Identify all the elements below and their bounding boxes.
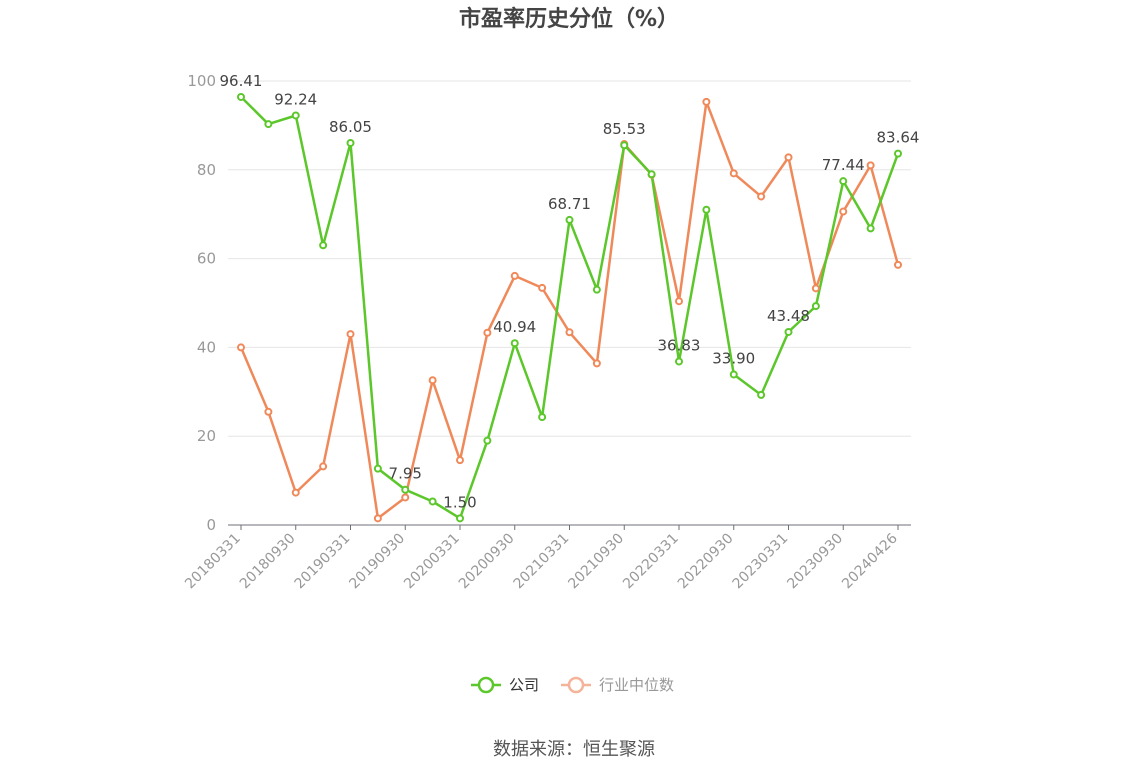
data-point (237, 92, 245, 101)
data-label: 1.50 (443, 493, 476, 511)
circle-line-icon (567, 676, 585, 694)
legend-item[interactable]: 公司 (471, 676, 539, 694)
legend-item[interactable]: 行业中位数 (561, 676, 674, 694)
x-tick-label: 20240426 (839, 530, 901, 592)
data-point (729, 370, 738, 379)
data-point (456, 514, 464, 523)
data-label: 92.24 (274, 90, 317, 108)
data-point (894, 260, 902, 269)
data-point (510, 271, 519, 280)
y-axis: 0 20 40 60 80 100 (187, 72, 216, 534)
data-point (291, 111, 300, 120)
data-point (675, 357, 683, 366)
x-tick-label: 20210331 (511, 531, 573, 593)
data-point (538, 413, 547, 422)
data-point (456, 456, 464, 465)
data-point (264, 120, 273, 129)
chart-title: 市盈率历史分位（%） (459, 6, 679, 32)
data-point (866, 161, 875, 170)
x-tick-label: 20180331 (182, 531, 244, 593)
data-point (428, 497, 437, 506)
data-label: 43.48 (767, 307, 810, 325)
data-point (483, 436, 492, 445)
data-point (592, 359, 601, 368)
data-point (592, 285, 601, 294)
legend[interactable]: 公司 行业中位数 (471, 676, 674, 694)
x-tick-label: 20190331 (292, 531, 354, 593)
x-tick-label: 20220930 (675, 531, 737, 593)
data-label: 77.44 (822, 156, 865, 174)
data-label: 85.53 (603, 120, 646, 138)
legend-label: 公司 (509, 676, 539, 694)
data-point (620, 141, 629, 150)
data-point (483, 328, 492, 337)
data-point (839, 207, 848, 216)
data-point (401, 493, 410, 502)
data-point (729, 169, 738, 178)
data-point (811, 284, 820, 293)
circle-line-icon (477, 676, 495, 694)
data-point (894, 149, 902, 158)
data-point (757, 192, 766, 201)
x-tick-label: 20200930 (456, 531, 518, 593)
data-label: 7.95 (389, 465, 422, 483)
data-label: 33.90 (712, 349, 755, 367)
data-point (784, 153, 793, 162)
data-point (346, 330, 355, 339)
x-tick-label: 20190930 (346, 531, 408, 593)
legend-label: 行业中位数 (599, 676, 674, 694)
data-label: 36.83 (658, 336, 701, 354)
data-point (702, 97, 711, 106)
data-point (401, 485, 410, 494)
data-labels: 96.41 92.24 86.05 7.95 1.50 40.94 68.71 85.53 36… (220, 72, 920, 511)
x-tick-label: 20210930 (565, 531, 627, 593)
data-point (319, 241, 328, 250)
y-gridlines (228, 80, 911, 437)
data-point (757, 390, 766, 399)
data-label: 83.64 (877, 129, 920, 147)
data-point (291, 488, 300, 497)
data-point (373, 514, 382, 523)
data-point (264, 407, 273, 416)
data-point (428, 376, 437, 385)
data-point (346, 138, 355, 147)
x-tick-label: 20220331 (620, 531, 682, 593)
data-point (237, 343, 245, 352)
y-tick-label: 40 (197, 338, 216, 356)
y-tick-label: 0 (206, 516, 216, 534)
data-point (675, 297, 683, 306)
y-tick-label: 20 (197, 427, 216, 445)
data-point (866, 224, 875, 233)
data-label: 68.71 (548, 195, 591, 213)
data-point (702, 205, 711, 214)
data-point (319, 462, 328, 471)
data-label: 96.41 (220, 72, 263, 90)
data-point (811, 302, 820, 311)
data-point (784, 327, 793, 336)
y-tick-label: 60 (197, 250, 216, 268)
x-axis: 2018033120180930201903312019093020200331… (182, 524, 911, 593)
source-note: 数据来源：恒生聚源 (493, 739, 655, 760)
data-point (373, 464, 382, 473)
x-tick-label: 20230930 (784, 531, 846, 593)
data-label: 86.05 (329, 118, 372, 136)
x-tick-label: 20180930 (237, 531, 299, 593)
data-point (647, 170, 656, 179)
data-point (565, 328, 574, 337)
x-tick-label: 20230331 (730, 531, 792, 593)
data-label: 40.94 (493, 318, 536, 336)
data-point (565, 215, 574, 224)
data-point (510, 339, 519, 348)
data-point (538, 283, 547, 292)
y-tick-label: 100 (187, 72, 216, 90)
data-points (237, 92, 902, 523)
data-point (839, 177, 848, 186)
y-tick-label: 80 (197, 161, 216, 179)
x-tick-label: 20200331 (401, 531, 463, 593)
